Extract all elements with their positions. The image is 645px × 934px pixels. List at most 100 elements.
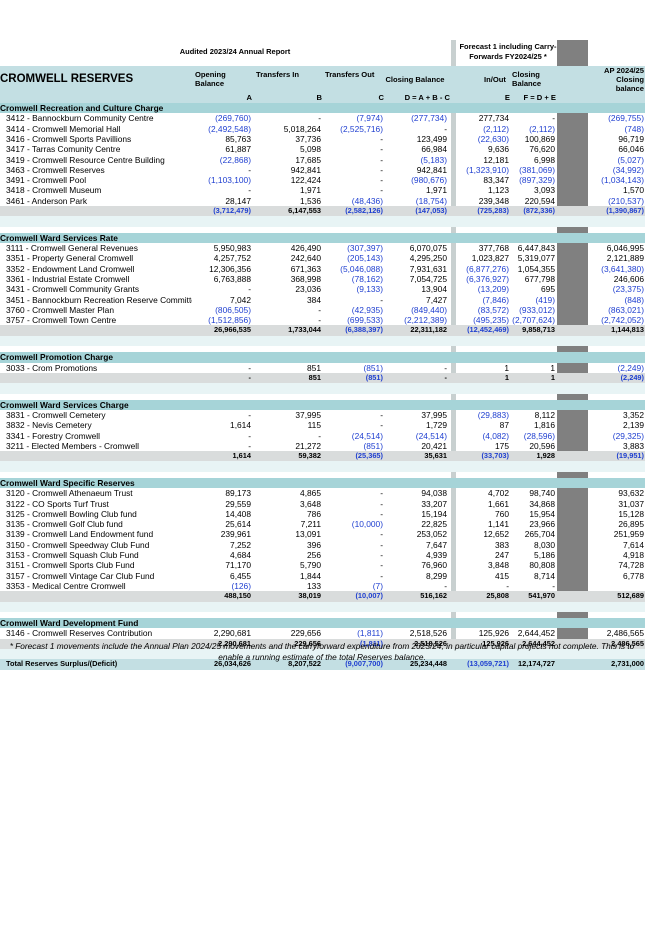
table-row-value: 7,252 bbox=[230, 539, 251, 550]
table-row-value: - bbox=[380, 498, 383, 509]
section-total-value: 229,656 bbox=[294, 638, 321, 648]
table-row-value: (806,505) bbox=[215, 304, 251, 315]
section-total-value: (851) bbox=[365, 372, 383, 382]
table-row-value: 7,931,631 bbox=[409, 263, 447, 274]
table-row-value: 1,844 bbox=[300, 570, 321, 581]
table-row-value: 7,647 bbox=[426, 539, 447, 550]
table-row: 3139 - Cromwell Land Endowment fund 239,9… bbox=[0, 529, 645, 539]
table-row-value: (848) bbox=[624, 294, 644, 305]
section-total-value: 35,631 bbox=[424, 451, 447, 461]
section-header-label: Cromwell Ward Services Rate bbox=[0, 232, 118, 243]
table-row-value: - bbox=[380, 570, 383, 581]
table-row-value: - bbox=[380, 488, 383, 499]
table-row: 3757 - Cromwell Town Centre (1,512,856) - (… bbox=[0, 315, 645, 325]
table-row-value: 4,918 bbox=[623, 550, 644, 561]
section-total-value: (33,703) bbox=[481, 451, 509, 461]
table-row-value: (2,742,052) bbox=[601, 315, 644, 326]
table-row-label: 3111 - Cromwell General Revenues bbox=[6, 243, 138, 254]
table-row-value: (381,069) bbox=[519, 164, 555, 175]
table-row-value: - bbox=[380, 550, 383, 561]
table-row-value: 1,141 bbox=[488, 519, 509, 530]
footnote: * Forecast 1 movements include the Annua… bbox=[9, 641, 635, 662]
table-row-value: 677,798 bbox=[524, 273, 555, 284]
table-row-value: (2,112) bbox=[483, 123, 509, 134]
table-row-label: 3125 - Cromwell Bowling Club fund bbox=[6, 508, 137, 519]
table-row-value: (933,012) bbox=[519, 304, 555, 315]
section-total-value: 2,518,526 bbox=[414, 638, 447, 648]
table-row: 3832 - Nevis Cemetery 1,614 115 - 1,729 87 1,8… bbox=[0, 420, 645, 430]
section-total-value: 26,966,535 bbox=[214, 325, 251, 335]
table-row-value: 1,023,827 bbox=[471, 253, 509, 264]
table-row-value: 7,054,725 bbox=[409, 273, 447, 284]
table-row-value: 1 bbox=[504, 362, 509, 373]
table-row-value: 1,971 bbox=[300, 185, 321, 196]
table-row-value: 942,841 bbox=[416, 164, 447, 175]
section-total-value: 1 bbox=[504, 372, 509, 382]
section-total-value: (25,365) bbox=[355, 451, 383, 461]
col-transfers-in: Transfers In bbox=[256, 70, 300, 79]
table-row: 3150 - Cromwell Speedway Club Fund 7,252 3… bbox=[0, 540, 645, 550]
table-row-value: 695 bbox=[541, 284, 555, 295]
table-row-label: 3351 - Property General Cromwell bbox=[6, 253, 134, 264]
table-row-value: 383 bbox=[495, 539, 509, 550]
table-row-value: 6,763,888 bbox=[213, 273, 251, 284]
table-row-value: - bbox=[380, 420, 383, 431]
section-total-value: 851 bbox=[308, 372, 321, 382]
table-row-value: 20,421 bbox=[421, 440, 447, 451]
table-row-value: 21,272 bbox=[295, 440, 321, 451]
table-row-value: 76,620 bbox=[529, 144, 555, 155]
col-opening-balance: Opening Balance bbox=[195, 70, 226, 88]
table-row: 3353 - Medical Centre Cromwell (126) 133 (7… bbox=[0, 581, 645, 591]
grand-total-row: Total Reserves Surplus/(Deficit) 26,034,6… bbox=[0, 659, 645, 670]
section-total-value: 125,926 bbox=[482, 638, 509, 648]
table-row-label: 3151 - Cromwell Sports Club Fund bbox=[6, 560, 135, 571]
table-row: 3211 - Elected Members - Cromwell - 21,272… bbox=[0, 441, 645, 451]
section-total-value: - bbox=[248, 372, 251, 382]
section-total-value: (147,053) bbox=[415, 206, 447, 215]
table-row-value: (851) bbox=[363, 362, 383, 373]
section-total: (3,712,479) 6,147,553 (2,582,126) (147,053)… bbox=[0, 206, 645, 217]
table-row: 3153 - Cromwell Squash Club Fund 4,684 256… bbox=[0, 550, 645, 560]
table-row-value: 13,904 bbox=[421, 284, 447, 295]
table-row-value: 3,883 bbox=[623, 440, 644, 451]
col-closing-balance-forecast: Closing Balance bbox=[512, 70, 542, 88]
table-row-value: - bbox=[248, 409, 251, 420]
section-total-value: 1,144,813 bbox=[611, 325, 644, 335]
table-row-value: 942,841 bbox=[290, 164, 321, 175]
table-row-label: 3361 - Industrial Estate Cromwell bbox=[6, 273, 130, 284]
table-row-value: (7,974) bbox=[356, 113, 383, 124]
table-row-value: (22,868) bbox=[219, 154, 251, 165]
table-row-value: 7,211 bbox=[300, 519, 321, 530]
table-row-label: 3760 - Cromwell Master Plan bbox=[6, 304, 114, 315]
table-row-value: 12,652 bbox=[483, 529, 509, 540]
table-row-label: 3412 - Bannockburn Community Centre bbox=[6, 113, 154, 124]
table-row-value: 3,648 bbox=[300, 498, 321, 509]
table-row-value: 7,427 bbox=[426, 294, 447, 305]
table-row-value: - bbox=[552, 113, 555, 124]
table-row-value: 242,640 bbox=[290, 253, 321, 264]
section-header: Cromwell Ward Development Fund bbox=[0, 618, 645, 629]
table-row-label: 3832 - Nevis Cemetery bbox=[6, 420, 92, 431]
table-row-value: 6,070,075 bbox=[409, 243, 447, 254]
section-total-value: 2,290,681 bbox=[218, 638, 251, 648]
table-row-value: 61,887 bbox=[225, 144, 251, 155]
section-total-value: 1,733,044 bbox=[288, 325, 321, 335]
table-row-value: - bbox=[318, 315, 321, 326]
table-row-value: 25,614 bbox=[225, 519, 251, 530]
table-row-label: 3157 - Cromwell Vintage Car Club Fund bbox=[6, 570, 155, 581]
table-row-value: (849,440) bbox=[411, 304, 447, 315]
table-row-value: - bbox=[380, 560, 383, 571]
table-row-value: (78,162) bbox=[351, 273, 383, 284]
section-total-value: 2,644,452 bbox=[522, 638, 555, 648]
table-row-value: (980,676) bbox=[411, 175, 447, 186]
table-row-value: 2,486,565 bbox=[606, 628, 644, 639]
code-e: E bbox=[504, 93, 510, 102]
table-row-label: 3416 - Cromwell Sports Pavillions bbox=[6, 133, 132, 144]
table-row-value: 15,194 bbox=[421, 508, 447, 519]
table-row-value: 5,098 bbox=[300, 144, 321, 155]
code-c: C bbox=[378, 93, 384, 102]
table-row-value: 87 bbox=[499, 420, 509, 431]
table-row-label: 3431 - Cromwell Community Grants bbox=[6, 284, 140, 295]
table-row-value: (13,209) bbox=[477, 284, 509, 295]
section-total-value: (3,712,479) bbox=[213, 206, 251, 215]
